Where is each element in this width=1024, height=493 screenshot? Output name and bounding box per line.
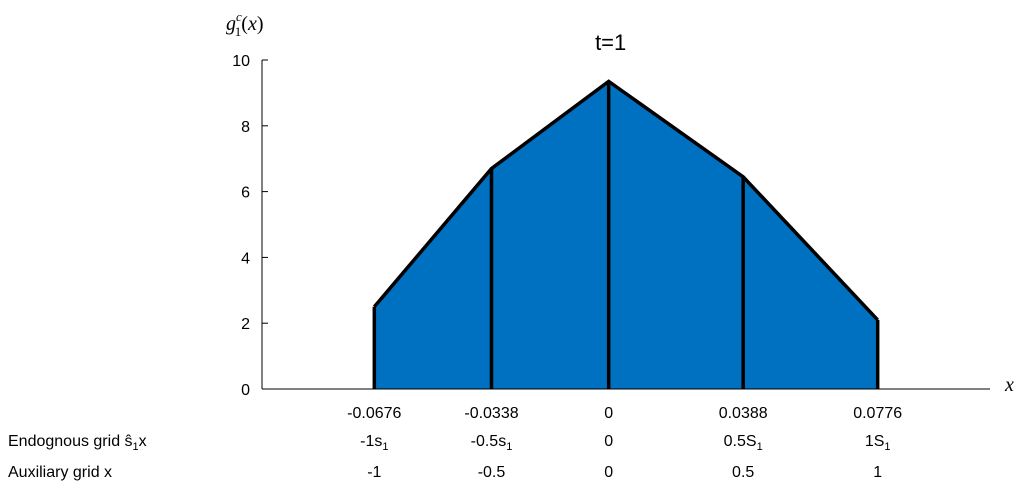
y-tick-label-3: 6 [241,185,250,202]
y-axis-label: gc 1(x) [226,9,264,39]
y-tick-label-4: 8 [241,119,250,136]
series-line [372,79,879,322]
row-1-cell-4: 1 [873,464,883,481]
y-tick-label-1: 2 [241,316,250,333]
row-1-cell-1: -0.5 [477,464,506,481]
row-0-cell-1: -0.5s1 [470,433,513,454]
row-label-0: Endognous grid ŝ1x [8,433,147,454]
row-1-cell-2: 0 [604,464,614,481]
row-0-cell-4: 1S1 [864,433,891,454]
labels: 0 2 4 6 8 10 -0.0676 -0.0338 0 0.0388 0.0776 t=1 gc 1… [226,9,1014,422]
axes [261,59,990,390]
x-tick-label-4: 0.0776 [853,405,902,422]
y-tick-label-0: 0 [241,382,250,399]
row-0-cell-3: 0.5S1 [723,433,763,454]
area-layer [372,79,880,389]
x-tick-label-0: -0.0676 [347,405,401,422]
x-axis-label: x [1004,374,1014,396]
row-1-cell-3: 0.5 [732,464,755,481]
x-tick-label-2: 0 [604,405,613,422]
x-tick-label-1: -0.0338 [464,405,518,422]
row-0-cell-2: 0 [604,433,614,450]
x-tick-label-3: 0.0388 [719,405,768,422]
area-fill [374,81,878,389]
row-label-1: Auxiliary grid x [8,464,113,481]
chart-title: t=1 [595,30,626,55]
y-tick-label-2: 4 [241,250,250,267]
row-0-cell-0: -1s1 [360,433,389,454]
y-tick-label-5: 10 [232,53,250,70]
row-1-cell-0: -1 [367,464,382,481]
